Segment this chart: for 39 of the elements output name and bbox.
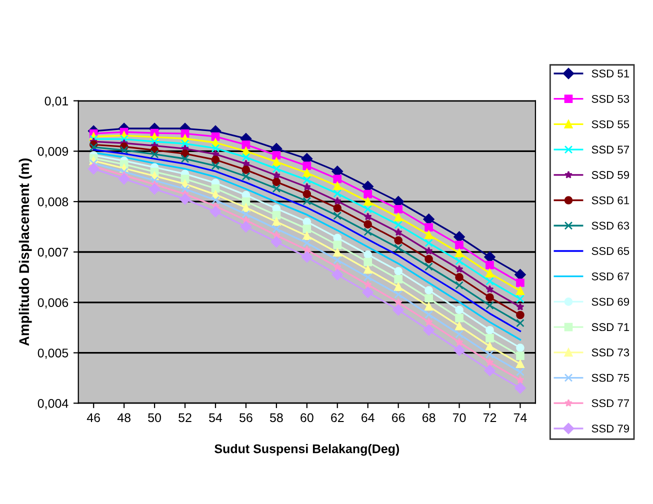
x-axis-title: Sudut Suspensi Belakang(Deg) bbox=[214, 444, 400, 456]
x-tick-label: 66 bbox=[392, 413, 405, 422]
legend-label: SSD 71 bbox=[592, 323, 630, 332]
x-tick-label: 52 bbox=[178, 413, 192, 422]
x-tick-label: 74 bbox=[514, 413, 527, 422]
legend-label: SSD 57 bbox=[592, 146, 630, 154]
x-tick-label: 46 bbox=[86, 413, 100, 422]
legend-label: SSD 53 bbox=[592, 94, 630, 103]
legend-label: SSD 61 bbox=[592, 196, 630, 204]
x-tick-label: 70 bbox=[452, 413, 466, 422]
y-tick-label: 0,006 bbox=[38, 298, 68, 309]
legend-label: SSD 59 bbox=[592, 171, 630, 179]
y-axis-title: Amplitudo Displacement (m) bbox=[18, 158, 32, 346]
x-tick-label: 68 bbox=[422, 413, 436, 422]
y-tick-label: 0,01 bbox=[44, 96, 68, 107]
y-tick-label: 0,008 bbox=[38, 197, 68, 208]
legend-label: SSD 69 bbox=[592, 298, 630, 306]
y-tick-label: 0,005 bbox=[38, 348, 68, 359]
legend-label: SSD 79 bbox=[592, 424, 630, 432]
x-tick-label: 72 bbox=[483, 413, 496, 422]
legend-label: SSD 77 bbox=[592, 399, 630, 408]
legend-label: SSD 73 bbox=[592, 348, 630, 356]
legend-label: SSD 65 bbox=[592, 247, 630, 255]
x-tick-label: 48 bbox=[117, 413, 130, 422]
legend-label: SSD 75 bbox=[592, 374, 630, 382]
x-tick-label: 64 bbox=[362, 413, 374, 422]
x-tick-label: 54 bbox=[209, 413, 222, 422]
x-tick-label: 60 bbox=[300, 413, 314, 422]
y-tick-label: 0,009 bbox=[38, 147, 68, 158]
x-tick-label: 58 bbox=[270, 413, 283, 422]
legend-label: SSD 63 bbox=[592, 222, 630, 230]
y-tick-label: 0,004 bbox=[38, 399, 68, 410]
x-tick-label: 62 bbox=[331, 413, 344, 422]
y-tick-label: 0,007 bbox=[38, 248, 68, 258]
x-tick-label: 50 bbox=[148, 413, 162, 422]
legend-label: SSD 55 bbox=[592, 120, 630, 128]
x-tick-label: 56 bbox=[240, 413, 252, 422]
legend-label: SSD 67 bbox=[592, 272, 630, 280]
legend-label: SSD 51 bbox=[592, 70, 630, 78]
